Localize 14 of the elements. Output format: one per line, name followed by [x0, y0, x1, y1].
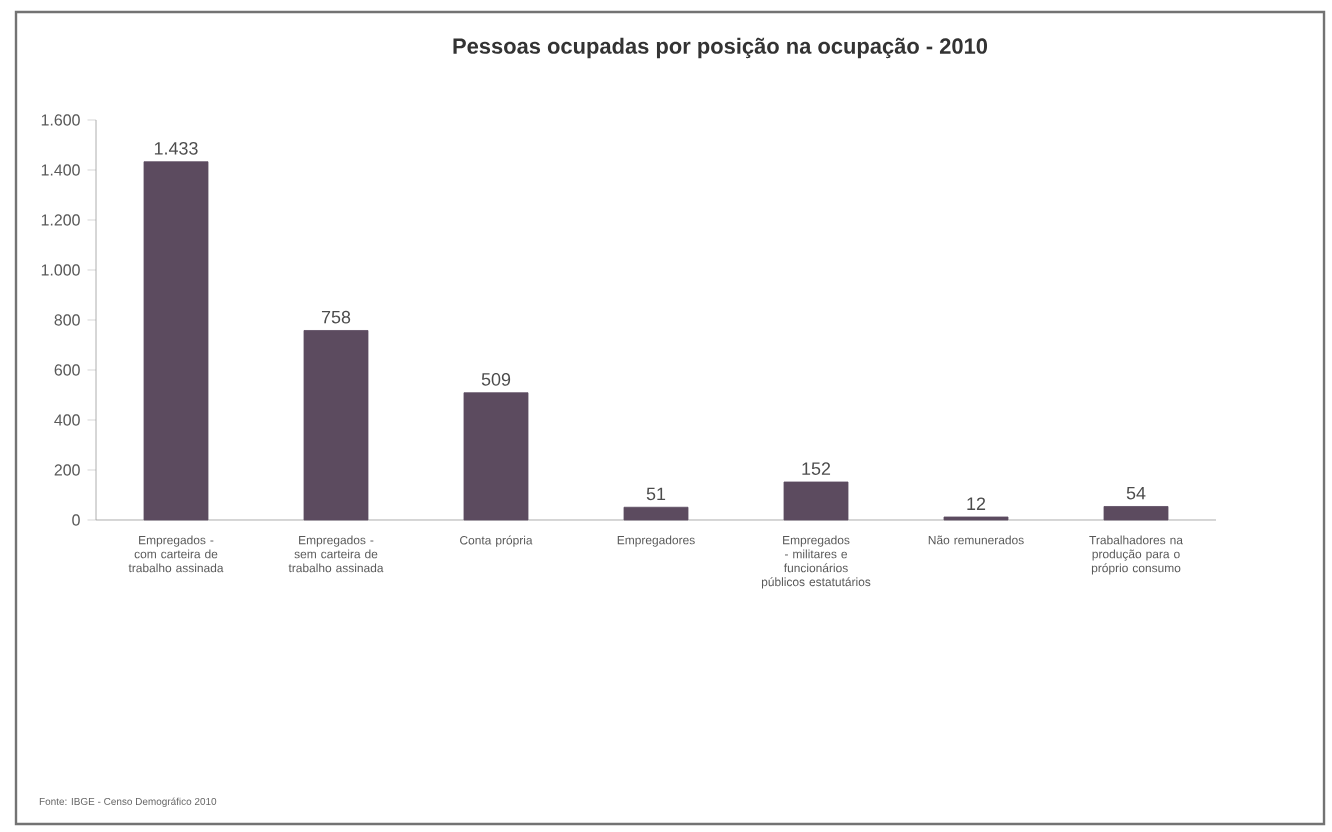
data-label: 152 — [802, 462, 831, 475]
bar — [463, 392, 529, 521]
data-label: 51 — [646, 487, 666, 501]
bar — [303, 330, 369, 521]
bar — [143, 161, 209, 521]
chart-title: Pessoas ocupadas por posição na ocupação - 2010 — [453, 37, 988, 59]
bar — [783, 481, 849, 521]
bar — [623, 506, 689, 521]
bar — [1103, 506, 1169, 521]
data-label: 509 — [481, 373, 511, 386]
data-label: 12 — [967, 497, 986, 510]
data-label: 54 — [1126, 486, 1146, 500]
data-label: 758 — [321, 310, 351, 324]
data-label: 1.433 — [154, 142, 198, 155]
